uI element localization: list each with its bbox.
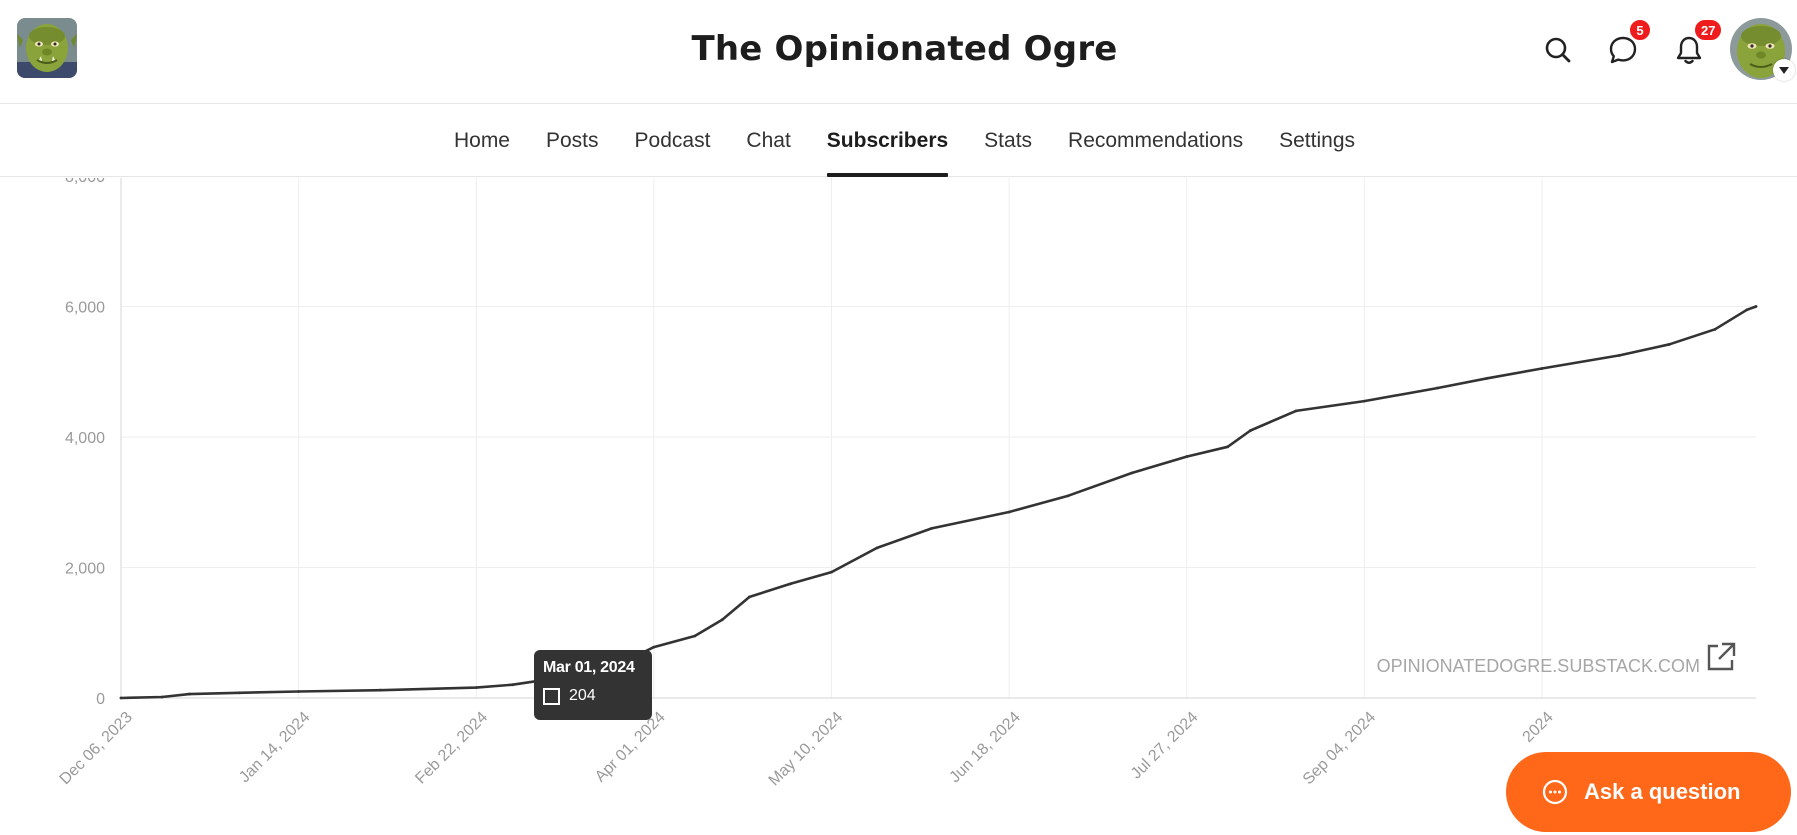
y-tick-label: 6,000 xyxy=(65,300,105,317)
x-tick: Sep 04, 2024 xyxy=(1300,709,1379,788)
x-tick-label: Sep 04, 2024 xyxy=(1300,709,1379,788)
y-tick-label: 4,000 xyxy=(65,430,105,447)
x-tick-label: Jul 27, 2024 xyxy=(1128,709,1202,783)
series-point xyxy=(297,690,301,693)
chart-series xyxy=(119,305,1758,700)
subscribers-chart-svg: 0 2,000 4,000 6,000 8,000 Dec 06, 2023 Jan 14,… xyxy=(56,178,1758,789)
x-tick: Feb 22, 2024 xyxy=(412,709,491,788)
avatar-menu-toggle[interactable] xyxy=(1773,59,1795,81)
series-point xyxy=(1226,445,1230,449)
tab-home[interactable]: Home xyxy=(453,129,510,152)
nav-tabs: Home Posts Podcast Chat Subscribers Stats Reco… xyxy=(0,104,1797,177)
watermark-text: OPINIONATEDOGRE.SUBSTACK.COM xyxy=(1377,656,1700,676)
series-point xyxy=(1713,327,1717,331)
series-point xyxy=(748,595,751,599)
series-point xyxy=(930,526,934,530)
chart-tooltip: Mar 01, 2024 204 xyxy=(534,650,652,720)
x-tick-label: Feb 22, 2024 xyxy=(412,709,491,788)
external-link-icon xyxy=(1707,642,1736,671)
chat-notification-badge: 5 xyxy=(1628,18,1652,42)
y-tick-label: 0 xyxy=(96,691,105,708)
site-title[interactable]: The Opinionated Ogre xyxy=(691,29,1118,69)
series-point xyxy=(1745,308,1749,312)
ogre-logo-icon[interactable] xyxy=(17,18,77,78)
series-point xyxy=(1249,429,1252,432)
x-tick-label: May 10, 2024 xyxy=(766,709,847,790)
series-point xyxy=(1754,305,1758,308)
series-point xyxy=(720,618,724,622)
series-point xyxy=(511,683,515,687)
x-tick-label: 2024 xyxy=(1520,709,1557,746)
chat-dots-icon xyxy=(1542,779,1568,805)
series-point xyxy=(1066,494,1070,498)
series-point xyxy=(1130,471,1134,475)
subscribers-series-line xyxy=(119,305,1758,700)
tab-podcast[interactable]: Podcast xyxy=(634,129,711,152)
notifications-badge: 27 xyxy=(1693,18,1724,42)
x-tick: Jun 18, 2024 xyxy=(946,709,1024,787)
chart-grid xyxy=(120,178,1756,699)
series-point xyxy=(830,570,833,574)
tab-recommendations[interactable]: Recommendations xyxy=(1068,129,1244,152)
series-point xyxy=(875,546,879,550)
chat-button[interactable] xyxy=(1603,30,1643,70)
series-point xyxy=(1185,455,1189,458)
chat-bubble-icon xyxy=(1609,36,1637,64)
x-tick-label: Jan 14, 2024 xyxy=(236,709,314,787)
series-point xyxy=(1540,367,1544,370)
ask-question-button[interactable]: Ask a question xyxy=(1506,752,1791,832)
series-point xyxy=(1362,399,1366,403)
tab-posts[interactable]: Posts xyxy=(546,129,599,152)
y-tick-label: 2,000 xyxy=(65,561,105,578)
notifications-button[interactable] xyxy=(1669,30,1709,70)
series-point xyxy=(1294,409,1298,413)
x-tick: Apr 01, 2024 xyxy=(592,709,669,786)
x-tick-label: Apr 01, 2024 xyxy=(592,709,669,786)
subscribers-chart: 0 2,000 4,000 6,000 8,000 Dec 06, 2023 Jan 14,… xyxy=(0,178,1797,835)
series-point xyxy=(187,692,191,696)
tooltip-value: 204 xyxy=(569,687,596,704)
ask-question-label: Ask a question xyxy=(1584,779,1741,804)
search-button[interactable] xyxy=(1538,30,1578,70)
x-tick: May 10, 2024 xyxy=(766,709,847,790)
x-tick: 2024 xyxy=(1520,709,1557,746)
chart-watermark[interactable]: OPINIONATEDOGRE.SUBSTACK.COM xyxy=(1377,642,1736,676)
series-point xyxy=(1007,510,1011,514)
series-point xyxy=(160,695,164,699)
y-tick-label: 8,000 xyxy=(65,178,105,186)
tab-stats[interactable]: Stats xyxy=(984,129,1033,152)
series-point xyxy=(119,696,123,700)
tab-chat[interactable]: Chat xyxy=(746,129,791,152)
series-point xyxy=(1485,376,1489,380)
x-tick: Jul 27, 2024 xyxy=(1128,709,1202,783)
series-point xyxy=(1617,354,1621,357)
top-header: The Opinionated Ogre 5 27 xyxy=(0,0,1797,104)
chart-axes: 0 2,000 4,000 6,000 8,000 Dec 06, 2023 Jan 14,… xyxy=(56,178,1756,789)
dashboard-nav: Home Posts Podcast Chat Subscribers Stats Reco… xyxy=(0,104,1797,177)
caret-down-icon xyxy=(1779,66,1789,74)
series-point xyxy=(1435,386,1439,390)
tab-subscribers[interactable]: Subscribers xyxy=(809,104,966,177)
series-point xyxy=(238,691,241,695)
series-point xyxy=(652,645,656,649)
bell-icon xyxy=(1676,36,1702,64)
series-swatch-icon xyxy=(543,687,560,705)
series-point xyxy=(474,686,478,689)
tab-settings[interactable]: Settings xyxy=(1279,129,1356,152)
x-tick-label: Dec 06, 2023 xyxy=(56,709,135,788)
tooltip-row: 204 xyxy=(543,687,643,705)
series-point xyxy=(789,582,792,586)
x-tick: Jan 14, 2024 xyxy=(236,709,314,787)
x-tick: Dec 06, 2023 xyxy=(56,709,135,788)
series-point xyxy=(1668,342,1671,346)
x-tick-label: Jun 18, 2024 xyxy=(946,709,1024,787)
series-point xyxy=(693,634,697,638)
tooltip-date: Mar 01, 2024 xyxy=(543,659,635,676)
search-icon xyxy=(1545,37,1571,63)
series-point xyxy=(379,688,382,692)
